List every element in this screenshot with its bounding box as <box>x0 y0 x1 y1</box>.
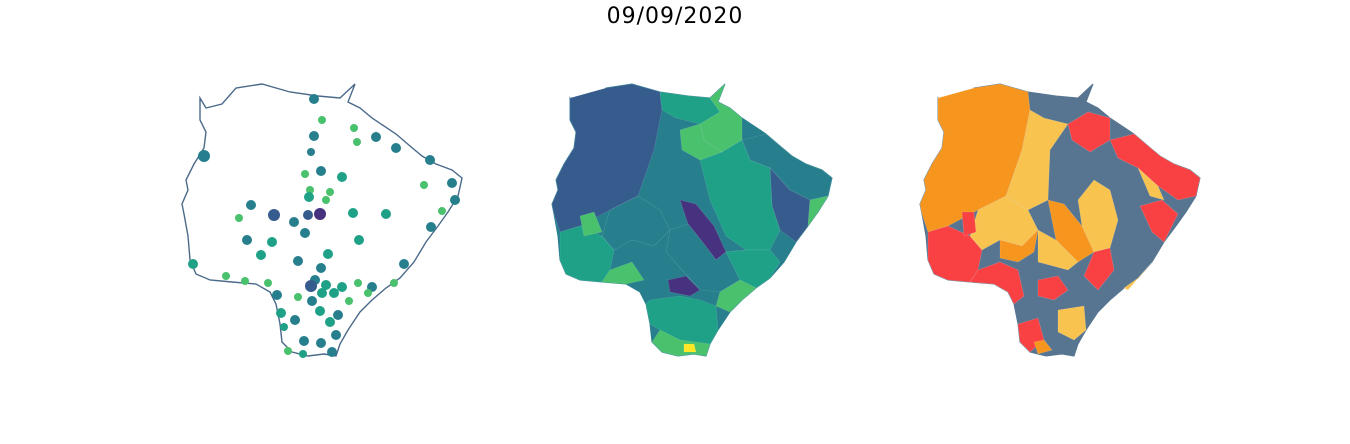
site-marker <box>333 310 343 320</box>
site-marker <box>307 148 315 156</box>
site-marker <box>325 317 335 327</box>
site-marker <box>284 347 292 355</box>
site-marker <box>242 235 252 245</box>
municipality-region <box>601 195 671 251</box>
site-marker <box>318 116 326 124</box>
municipality-region <box>715 279 757 313</box>
choropleth-regions <box>551 83 833 357</box>
site-marker <box>450 195 460 205</box>
site-marker <box>300 228 310 238</box>
site-marker <box>246 200 256 210</box>
site-marker <box>198 150 210 162</box>
site-marker <box>329 288 339 298</box>
site-marker <box>317 288 327 298</box>
site-marker <box>188 259 198 269</box>
site-marker <box>309 94 319 104</box>
site-marker <box>294 293 302 301</box>
site-marker <box>322 196 330 204</box>
municipality-region <box>651 329 711 357</box>
municipality-region <box>1109 133 1201 201</box>
municipality-region <box>683 343 697 353</box>
municipality-region <box>601 261 645 285</box>
site-marker <box>399 259 409 269</box>
site-marker <box>316 263 326 273</box>
municipality-region <box>1057 305 1087 341</box>
site-marker <box>426 222 436 232</box>
site-marker <box>321 280 331 290</box>
site-marker <box>299 350 307 358</box>
municipality-region <box>579 211 603 237</box>
site-marker <box>307 296 317 306</box>
municipality-region <box>667 275 701 297</box>
site-marker <box>420 181 428 189</box>
site-marker <box>326 188 334 196</box>
site-marker <box>331 330 341 340</box>
site-marker <box>353 138 361 146</box>
municipality-region <box>679 123 723 161</box>
site-marker <box>371 132 381 142</box>
site-marker <box>241 277 249 285</box>
site-marker <box>290 315 300 325</box>
site-marker <box>425 155 435 165</box>
site-marker <box>222 272 230 280</box>
site-marker <box>348 208 358 218</box>
municipality-region <box>961 211 977 237</box>
site-marker <box>264 279 272 287</box>
site-marker <box>268 209 280 221</box>
state-outline <box>181 83 463 357</box>
site-marker <box>447 178 457 188</box>
site-marker <box>327 347 337 357</box>
site-marker <box>309 131 319 141</box>
municipality-region <box>999 229 1039 263</box>
site-marker <box>350 124 358 132</box>
site-marker <box>299 336 309 346</box>
municipality-region <box>1033 339 1053 355</box>
site-marker <box>354 279 362 287</box>
site-marker <box>390 279 398 287</box>
site-marker <box>314 208 326 220</box>
site-marker <box>438 207 446 215</box>
municipality-region <box>1083 247 1115 291</box>
site-marker <box>337 172 347 182</box>
site-marker <box>267 237 277 247</box>
municipality-region <box>807 195 829 228</box>
site-marker <box>272 290 282 300</box>
municipality-region <box>1037 275 1069 301</box>
municipality-region <box>1137 167 1165 201</box>
municipality-region <box>1037 229 1079 271</box>
site-marker <box>301 170 309 178</box>
site-marker <box>303 210 313 220</box>
site-marker <box>256 250 266 260</box>
figure-date-title: 09/09/2020 <box>606 4 744 29</box>
site-marker <box>315 306 325 316</box>
site-marker <box>276 308 286 318</box>
site-marker <box>316 338 326 348</box>
municipality-region <box>1123 261 1153 291</box>
site-marker <box>304 192 314 202</box>
site-marker <box>345 297 353 305</box>
site-marker <box>289 217 299 227</box>
municipality-region <box>769 167 811 243</box>
site-marker <box>364 289 372 297</box>
site-marker <box>306 186 314 194</box>
site-marker <box>323 249 333 259</box>
site-marker <box>316 166 326 176</box>
site-marker <box>354 235 364 245</box>
site-marker <box>305 280 317 292</box>
municipality-region <box>969 261 1025 305</box>
site-marker <box>293 256 303 266</box>
municipality-region <box>699 139 781 251</box>
site-marker <box>280 323 288 331</box>
site-marker <box>337 282 347 292</box>
municipality-region <box>1139 199 1179 243</box>
site-marker <box>381 209 391 219</box>
site-marker <box>391 143 401 153</box>
site-marker <box>235 214 243 222</box>
municipality-region <box>1077 179 1119 253</box>
category-regions <box>919 83 1201 357</box>
